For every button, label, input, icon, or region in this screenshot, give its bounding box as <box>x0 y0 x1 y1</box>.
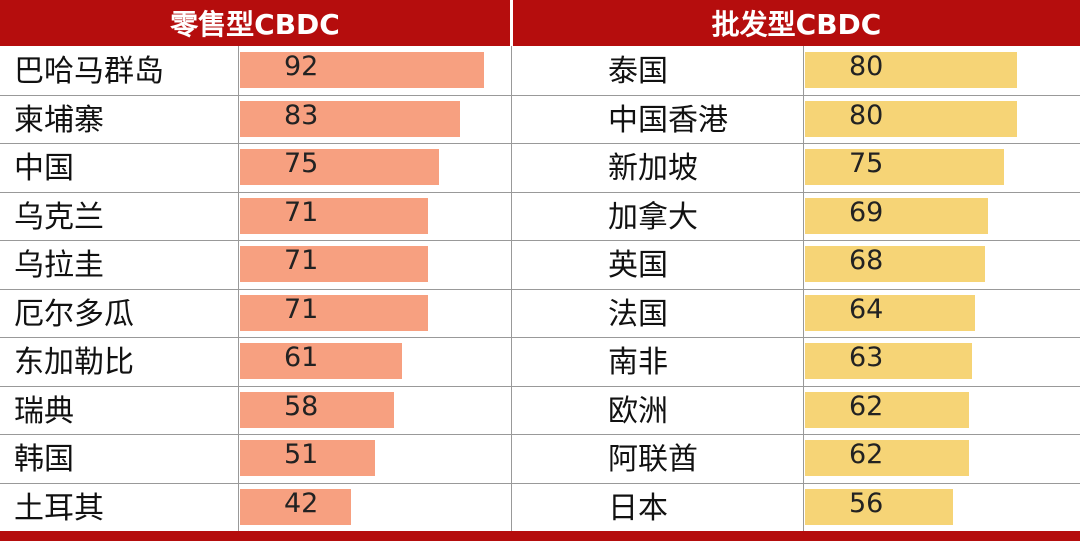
retail-bar <box>240 440 375 476</box>
wholesale-value-label: 68 <box>849 245 884 276</box>
retail-bar <box>240 100 460 137</box>
wholesale-category-label: 阿联酋 <box>608 442 698 477</box>
wholesale-category-label: 法国 <box>608 296 668 332</box>
retail-category-label: 乌拉圭 <box>14 248 104 283</box>
row-divider <box>0 240 1080 241</box>
row-divider <box>0 337 1080 338</box>
column-divider <box>238 46 239 531</box>
retail-value-label: 75 <box>284 148 319 179</box>
footer-bar <box>0 531 1080 541</box>
retail-category-label: 东加勒比 <box>14 345 134 380</box>
row-divider <box>0 143 1080 144</box>
retail-category-label: 瑞典 <box>14 393 74 429</box>
wholesale-category-label: 加拿大 <box>608 199 698 235</box>
row-divider <box>0 192 1080 193</box>
wholesale-category-label: 欧洲 <box>608 393 668 429</box>
wholesale-bar <box>805 149 1004 185</box>
column-divider <box>511 46 512 531</box>
retail-value-label: 71 <box>284 293 319 325</box>
retail-bar <box>240 294 428 331</box>
retail-value-label: 92 <box>284 51 319 82</box>
retail-category-label: 土耳其 <box>14 490 104 526</box>
wholesale-value-label: 64 <box>849 293 884 325</box>
retail-category-label: 乌克兰 <box>14 199 104 235</box>
wholesale-value-label: 56 <box>849 487 884 519</box>
retail-category-label: 巴哈马群岛 <box>14 54 164 89</box>
wholesale-category-label: 南非 <box>608 345 668 380</box>
retail-value-label: 58 <box>284 390 319 422</box>
retail-category-label: 厄尔多瓜 <box>14 296 134 332</box>
retail-category-label: 柬埔寨 <box>14 102 104 138</box>
retail-bar <box>240 149 439 185</box>
wholesale-value-label: 69 <box>849 196 884 228</box>
wholesale-bar <box>805 343 972 379</box>
header-divider <box>510 0 513 46</box>
retail-cbdc-header: 零售型CBDC <box>0 0 510 46</box>
wholesale-bar <box>805 100 1017 137</box>
retail-value-label: 71 <box>284 245 319 276</box>
wholesale-value-label: 75 <box>849 148 884 179</box>
wholesale-value-label: 63 <box>849 342 884 373</box>
wholesale-value-label: 80 <box>849 51 884 82</box>
wholesale-bar <box>805 391 969 428</box>
wholesale-bar <box>805 294 975 331</box>
row-divider <box>0 434 1080 435</box>
retail-bar <box>240 52 484 88</box>
wholesale-category-label: 新加坡 <box>608 151 698 186</box>
wholesale-bar <box>805 488 953 525</box>
wholesale-value-label: 80 <box>849 99 884 131</box>
retail-value-label: 51 <box>284 439 319 470</box>
row-divider <box>0 95 1080 96</box>
wholesale-bar <box>805 52 1017 88</box>
retail-bar <box>240 488 351 525</box>
wholesale-category-label: 日本 <box>608 490 668 526</box>
retail-category-label: 中国 <box>14 151 74 186</box>
wholesale-bar <box>805 197 988 234</box>
retail-value-label: 61 <box>284 342 319 373</box>
retail-bar <box>240 391 394 428</box>
wholesale-value-label: 62 <box>849 390 884 422</box>
wholesale-bar <box>805 440 969 476</box>
wholesale-category-label: 泰国 <box>608 54 668 89</box>
wholesale-value-label: 62 <box>849 439 884 470</box>
row-divider <box>0 289 1080 290</box>
wholesale-cbdc-header: 批发型CBDC <box>513 0 1080 46</box>
wholesale-bar <box>805 246 985 282</box>
row-divider <box>0 386 1080 387</box>
column-divider <box>803 46 804 531</box>
retail-value-label: 42 <box>284 487 319 519</box>
row-divider <box>0 483 1080 484</box>
retail-value-label: 83 <box>284 99 319 131</box>
wholesale-category-label: 中国香港 <box>608 102 728 138</box>
wholesale-category-label: 英国 <box>608 248 668 283</box>
retail-value-label: 71 <box>284 196 319 228</box>
retail-category-label: 韩国 <box>14 442 74 477</box>
retail-bar <box>240 197 428 234</box>
retail-bar <box>240 343 402 379</box>
retail-bar <box>240 246 428 282</box>
